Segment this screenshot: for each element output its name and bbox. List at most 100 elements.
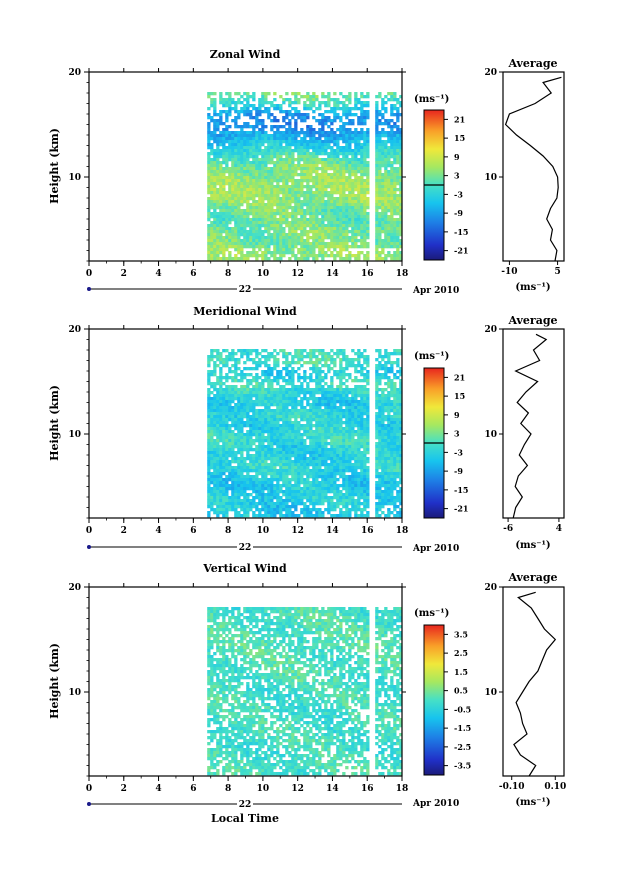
heatmap-cell: [396, 358, 400, 362]
heatmap-cell: [225, 98, 229, 102]
heatmap-cell: [213, 397, 217, 401]
heatmap-cell: [240, 430, 244, 434]
heatmap-cell: [333, 224, 337, 228]
heatmap-cell: [288, 415, 292, 419]
heatmap-cell: [216, 379, 220, 383]
heatmap-cell: [354, 173, 358, 177]
heatmap-cell: [213, 367, 217, 371]
heatmap-cell: [363, 385, 367, 389]
heatmap-cell: [222, 424, 226, 428]
heatmap-cell: [216, 140, 220, 144]
heatmap-cell: [363, 140, 367, 144]
heatmap-cell: [366, 134, 370, 138]
heatmap-cell: [348, 191, 352, 195]
heatmap-cell: [306, 230, 310, 234]
heatmap-cell: [294, 400, 298, 404]
heatmap-cell: [327, 146, 331, 150]
heatmap-cell: [330, 442, 334, 446]
heatmap-cell: [213, 427, 217, 431]
heatmap-cell: [321, 116, 325, 120]
heatmap-cell: [357, 209, 361, 213]
heatmap-cell: [297, 98, 301, 102]
heatmap-cell: [345, 203, 349, 207]
heatmap-cell: [252, 197, 256, 201]
heatmap-cell: [240, 221, 244, 225]
heatmap-cell: [270, 104, 274, 108]
heatmap-cell: [222, 215, 226, 219]
heatmap-cell: [348, 409, 352, 413]
heatmap-cell: [357, 131, 361, 135]
heatmap-cell: [237, 167, 241, 171]
heatmap-cell: [390, 430, 394, 434]
heatmap-cell: [282, 430, 286, 434]
heatmap-cell: [387, 251, 391, 255]
heatmap-cell: [282, 182, 286, 186]
heatmap-cell: [222, 143, 226, 147]
heatmap-cell: [252, 233, 256, 237]
heatmap-cell: [378, 161, 382, 165]
heatmap-cell: [384, 403, 388, 407]
heatmap-cell: [393, 104, 397, 108]
heatmap-cell: [285, 433, 289, 437]
heatmap-cell: [393, 155, 397, 159]
heatmap-cell: [285, 161, 289, 165]
heatmap-cell: [270, 400, 274, 404]
heatmap-cell: [267, 391, 271, 395]
heatmap-cell: [210, 230, 214, 234]
heatmap-cell: [291, 242, 295, 246]
heatmap-cell: [267, 382, 271, 386]
heatmap-cell: [297, 158, 301, 162]
heatmap-cell: [246, 415, 250, 419]
heatmap-cell: [219, 376, 223, 380]
heatmap-cell: [381, 209, 385, 213]
heatmap-cell: [336, 191, 340, 195]
heatmap-cell: [225, 203, 229, 207]
heatmap-cell: [267, 233, 271, 237]
heatmap-cell: [246, 200, 250, 204]
heatmap-cell: [378, 388, 382, 392]
heatmap-cell: [270, 206, 274, 210]
heatmap-cell: [273, 185, 277, 189]
heatmap-cell: [216, 424, 220, 428]
heatmap-cell: [366, 230, 370, 234]
heatmap-cell: [363, 146, 367, 150]
heatmap-cell: [327, 242, 331, 246]
heatmap-cell: [291, 448, 295, 452]
heatmap-cell: [261, 98, 265, 102]
heatmap-cell: [273, 164, 277, 168]
heatmap-cell: [243, 200, 247, 204]
heatmap-cell: [318, 349, 322, 353]
heatmap-cell: [324, 206, 328, 210]
heatmap-cell: [354, 158, 358, 162]
heatmap-cell: [330, 176, 334, 180]
heatmap-cell: [336, 230, 340, 234]
heatmap-cell: [210, 248, 214, 252]
heatmap-cell: [306, 352, 310, 356]
heatmap-cell: [327, 137, 331, 141]
heatmap-cell: [285, 445, 289, 449]
heatmap-cell: [321, 454, 325, 458]
heatmap-cell: [339, 134, 343, 138]
heatmap-cell: [321, 388, 325, 392]
heatmap-cell: [339, 107, 343, 111]
heatmap-cell: [222, 161, 226, 165]
heatmap-cell: [285, 397, 289, 401]
heatmap-cell: [219, 113, 223, 117]
heatmap-cell: [360, 439, 364, 443]
heatmap-cell: [300, 215, 304, 219]
heatmap-cell: [297, 194, 301, 198]
heatmap-cell: [399, 406, 403, 410]
heatmap-cell: [303, 349, 307, 353]
heatmap-cell: [255, 239, 259, 243]
heatmap-cell: [363, 233, 367, 237]
heatmap-cell: [225, 233, 229, 237]
heatmap-cell: [303, 194, 307, 198]
heatmap-cell: [348, 119, 352, 123]
heatmap-cell: [330, 149, 334, 153]
heatmap-cell: [264, 236, 268, 240]
heatmap-cell: [219, 203, 223, 207]
heatmap-cell: [219, 218, 223, 222]
heatmap-cell: [279, 391, 283, 395]
heatmap-cell: [303, 185, 307, 189]
heatmap-cell: [231, 397, 235, 401]
